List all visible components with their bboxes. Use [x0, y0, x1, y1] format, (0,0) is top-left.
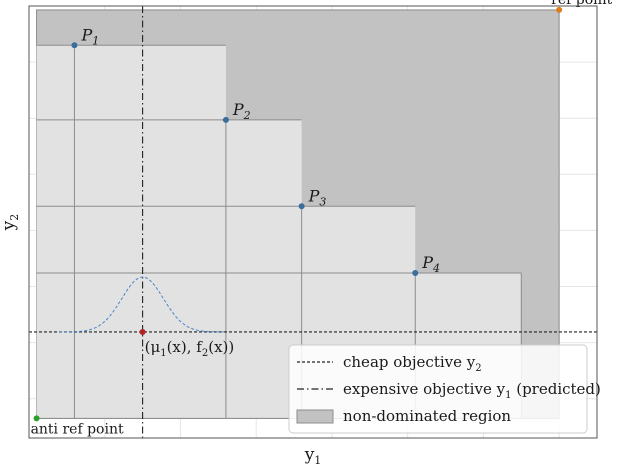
chart-marks: ref point anti ref point P1 P2 P3 P4 (μ1(x), f…: [31, 0, 613, 437]
axes-frame: [28, 5, 598, 439]
anti-ref-point-marker: [33, 415, 40, 422]
legend-box: [288, 344, 588, 434]
pareto-point-1: [71, 42, 78, 49]
non-dominated-region: [36, 45, 522, 419]
legend-entry-2: expensive objective y1 (predicted): [343, 380, 601, 401]
candidate-point: [139, 328, 146, 335]
legend-entry-1: cheap objective y2: [343, 353, 482, 374]
predictive-distribution-curve: [59, 276, 226, 333]
x-axis-label: y1: [304, 445, 322, 465]
legend: cheap objective y2 expensive objective y1…: [288, 344, 601, 434]
anti-ref-point-label: anti ref point: [31, 421, 124, 437]
pareto-label-4: P4: [421, 253, 440, 275]
pareto-point-4: [412, 270, 419, 277]
legend-swatch-region: [296, 409, 334, 424]
ref-point-marker: [556, 6, 563, 13]
pareto-point-2: [222, 116, 229, 123]
candidate-label: (μ1(x), f2(x)): [145, 338, 235, 359]
pareto-point-3: [298, 203, 305, 210]
y-axis-label: y2: [0, 214, 21, 232]
pareto-label-1: P1: [80, 25, 99, 47]
reference-lines: [29, 6, 597, 438]
pareto-label-2: P2: [232, 100, 251, 122]
ref-point-label: ref point: [551, 0, 612, 8]
legend-entry-3: non-dominated region: [343, 407, 511, 425]
pareto-label-3: P3: [308, 186, 327, 208]
